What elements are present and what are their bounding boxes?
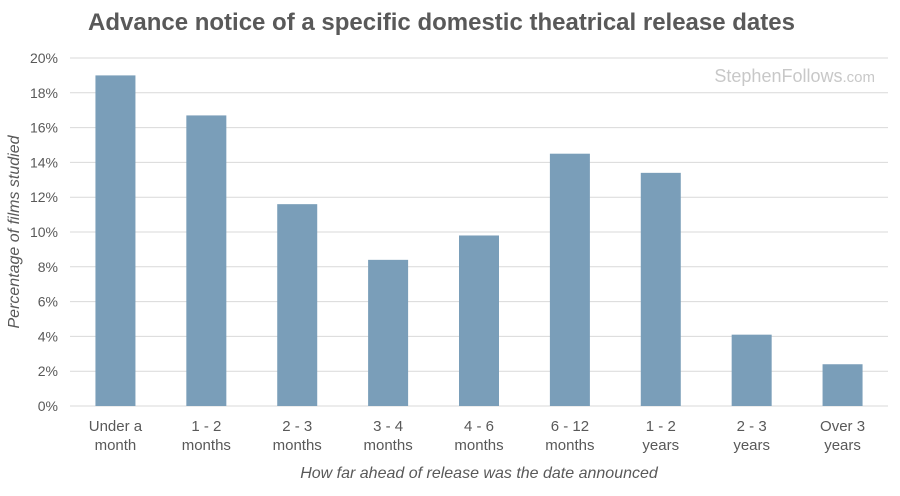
bar — [549, 153, 590, 406]
y-axis-label: Percentage of films studied — [6, 134, 23, 328]
bar — [368, 259, 409, 406]
x-tick-label: 6 - 12 months — [545, 418, 594, 454]
y-tick-label: 6% — [38, 294, 58, 310]
bar — [459, 235, 499, 406]
y-tick-label: 18% — [30, 85, 58, 101]
y-tick-label: 2% — [38, 363, 58, 379]
x-tick-label: 2 - 3 months — [273, 418, 322, 454]
x-axis-label: How far ahead of release was the date an… — [300, 465, 659, 482]
x-tick-label: 4 - 6 months — [454, 418, 503, 454]
y-tick-label: 0% — [38, 398, 58, 414]
y-tick-label: 4% — [38, 328, 58, 344]
watermark: StephenFollows.com — [714, 66, 875, 86]
bar — [640, 172, 681, 406]
x-tick-label: 1 - 2 months — [182, 418, 231, 454]
chart-title: Advance notice of a specific domestic th… — [88, 9, 795, 36]
y-tick-label: 20% — [30, 50, 58, 66]
bar — [822, 364, 863, 406]
bar — [731, 334, 772, 406]
y-tick-label: 16% — [30, 120, 58, 136]
x-tick-label: 3 - 4 months — [364, 418, 413, 454]
bar — [186, 115, 227, 407]
y-tick-label: 8% — [38, 259, 58, 275]
x-tick-label: Over 3 years — [820, 418, 865, 454]
bar — [95, 75, 136, 407]
y-tick-label: 12% — [30, 189, 58, 205]
bar — [277, 204, 318, 406]
x-tick-label: Under a month — [89, 418, 143, 454]
y-tick-label: 14% — [30, 154, 58, 170]
x-tick-label: 2 - 3 years — [733, 418, 770, 454]
y-tick-label: 10% — [30, 224, 58, 240]
x-tick-label: 1 - 2 years — [642, 418, 679, 454]
